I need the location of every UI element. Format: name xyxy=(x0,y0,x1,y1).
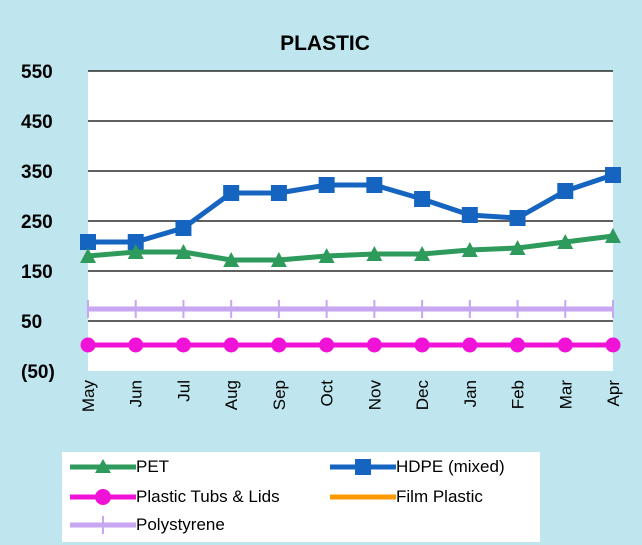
x-tick-label: Nov xyxy=(365,380,384,411)
x-tick-label: Aug xyxy=(222,380,241,410)
data-point xyxy=(127,244,144,259)
series-pet xyxy=(80,228,621,267)
data-point xyxy=(223,337,239,353)
data-point xyxy=(366,337,382,353)
x-tick-label: Apr xyxy=(604,380,623,407)
data-point xyxy=(270,185,287,201)
data-point xyxy=(80,234,96,250)
data-point xyxy=(175,244,192,259)
data-point xyxy=(319,337,335,353)
series-layer xyxy=(80,167,621,353)
y-tick-label: 250 xyxy=(21,212,53,233)
data-point xyxy=(414,191,431,207)
legend-item-polystyrene: Polystyrene xyxy=(70,513,225,537)
data-point xyxy=(271,337,287,353)
data-point xyxy=(605,337,621,353)
data-point xyxy=(128,337,144,353)
data-point xyxy=(462,337,478,353)
legend-swatch-hdpe xyxy=(330,459,396,475)
data-point xyxy=(223,252,240,267)
data-point xyxy=(127,234,144,250)
y-tick-label: 550 xyxy=(21,62,53,83)
legend-label-film: Film Plastic xyxy=(396,487,483,506)
data-point xyxy=(509,240,526,255)
data-point xyxy=(605,167,621,183)
data-point xyxy=(175,337,191,353)
data-point xyxy=(510,337,526,353)
legend-swatch-polystyrene xyxy=(70,516,136,534)
data-point xyxy=(557,183,574,199)
legend-item-film: Film Plastic xyxy=(330,485,483,509)
legend-item-pet: PET xyxy=(70,455,169,479)
data-point xyxy=(509,210,526,226)
series-plastic-tubs-lids xyxy=(80,337,621,353)
data-point xyxy=(557,337,573,353)
y-tick-label: (50) xyxy=(21,362,55,383)
data-point xyxy=(366,246,383,261)
data-point xyxy=(461,242,478,257)
x-tick-label: Oct xyxy=(318,380,337,407)
x-tick-label: Dec xyxy=(413,380,432,411)
data-point xyxy=(175,220,192,236)
series-polystyrene xyxy=(87,300,614,318)
y-tick-label: 50 xyxy=(21,312,42,333)
legend-swatch-pet xyxy=(70,459,136,473)
x-tick-label: Jul xyxy=(174,380,193,402)
legend-item-hdpe: HDPE (mixed) xyxy=(330,455,505,479)
x-tick-label: Jun xyxy=(127,380,146,407)
data-point xyxy=(223,185,240,201)
legend-label-polystyrene: Polystyrene xyxy=(136,515,225,534)
y-axis-ticks: 550 450 350 250 150 50 (50) xyxy=(21,62,55,383)
data-point xyxy=(414,337,430,353)
y-tick-label: 450 xyxy=(21,112,53,133)
data-point xyxy=(270,252,287,267)
data-point xyxy=(366,177,383,193)
legend-item-tubs: Plastic Tubs & Lids xyxy=(70,485,280,509)
series-line xyxy=(87,233,614,263)
data-point xyxy=(605,228,621,243)
data-point xyxy=(414,246,431,261)
legend-label-pet: PET xyxy=(136,457,170,476)
x-axis-ticks: May Jun Jul Aug Sep Oct Nov Dec Jan Feb Mar Apr xyxy=(79,380,623,413)
x-tick-label: Feb xyxy=(509,380,528,409)
y-tick-label: 350 xyxy=(21,162,53,183)
legend-swatch-film xyxy=(330,494,396,500)
legend-label-hdpe: HDPE (mixed) xyxy=(396,457,505,476)
data-point xyxy=(80,248,96,263)
y-tick-label: 150 xyxy=(21,262,53,283)
data-point xyxy=(318,177,335,193)
x-tick-label: Mar xyxy=(556,380,575,410)
data-point xyxy=(461,207,478,223)
data-point xyxy=(318,248,335,263)
data-point xyxy=(80,337,96,353)
legend: PET HDPE (mixed) Plastic Tubs & Lids Fil… xyxy=(62,452,540,542)
x-tick-label: May xyxy=(79,380,98,413)
x-tick-label: Sep xyxy=(270,380,289,410)
x-tick-label: Jan xyxy=(461,380,480,407)
chart-title: PLASTIC xyxy=(280,32,370,55)
data-point xyxy=(557,234,574,249)
legend-swatch-tubs xyxy=(70,489,136,505)
series-hdpe-mixed xyxy=(80,167,621,250)
legend-label-tubs: Plastic Tubs & Lids xyxy=(136,487,280,506)
